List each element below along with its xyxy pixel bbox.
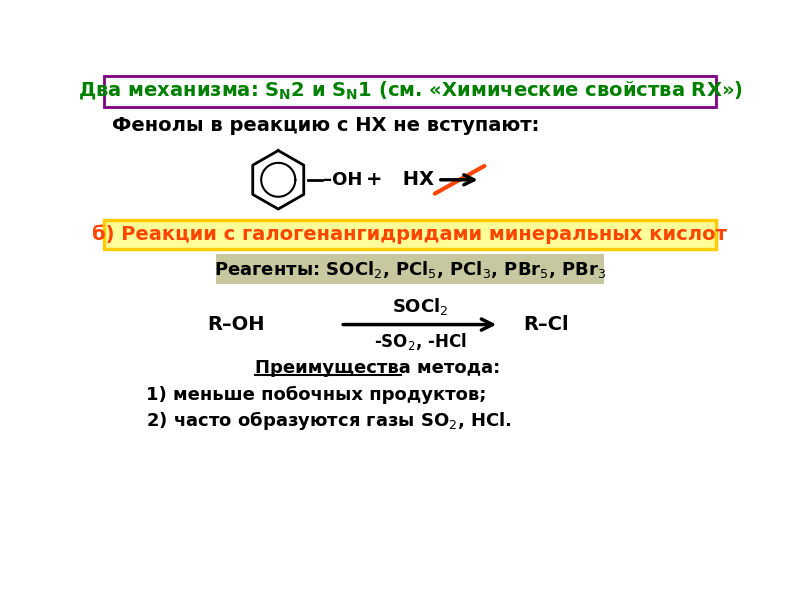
Text: +   НХ: + НХ [366,170,434,190]
Text: –OH: –OH [323,171,362,189]
Text: Фенолы в реакцию с НХ не вступают:: Фенолы в реакцию с НХ не вступают: [112,116,539,136]
Bar [104,220,716,249]
Text: Преимущества метода:: Преимущества метода: [255,359,500,377]
Bar [104,76,716,107]
Text: 2) часто образуются газы SO$_2$, HCl.: 2) часто образуются газы SO$_2$, HCl. [146,409,513,433]
Text: R–OH: R–OH [207,315,264,334]
Text: Реагенты: SOCl$_2$, PCl$_5$, PCl$_3$, PBr$_5$, PBr$_3$: Реагенты: SOCl$_2$, PCl$_5$, PCl$_3$, PB… [214,259,606,280]
Text: SOCl$_2$: SOCl$_2$ [392,296,448,317]
Text: Два механизма: $\mathbf{S_N}$2 и $\mathbf{S_N}$1 (см. «Химические свойства RX»): Два механизма: $\mathbf{S_N}$2 и $\mathb… [78,80,742,102]
Text: б) Реакции с галогенангидридами минеральных кислот: б) Реакции с галогенангидридами минераль… [93,224,727,244]
Bar [216,254,604,284]
Text: R–Cl: R–Cl [523,315,569,334]
Text: 1) меньше побочных продуктов;: 1) меньше побочных продуктов; [146,386,487,404]
Text: -SO$_2$, -HCl: -SO$_2$, -HCl [374,331,466,352]
